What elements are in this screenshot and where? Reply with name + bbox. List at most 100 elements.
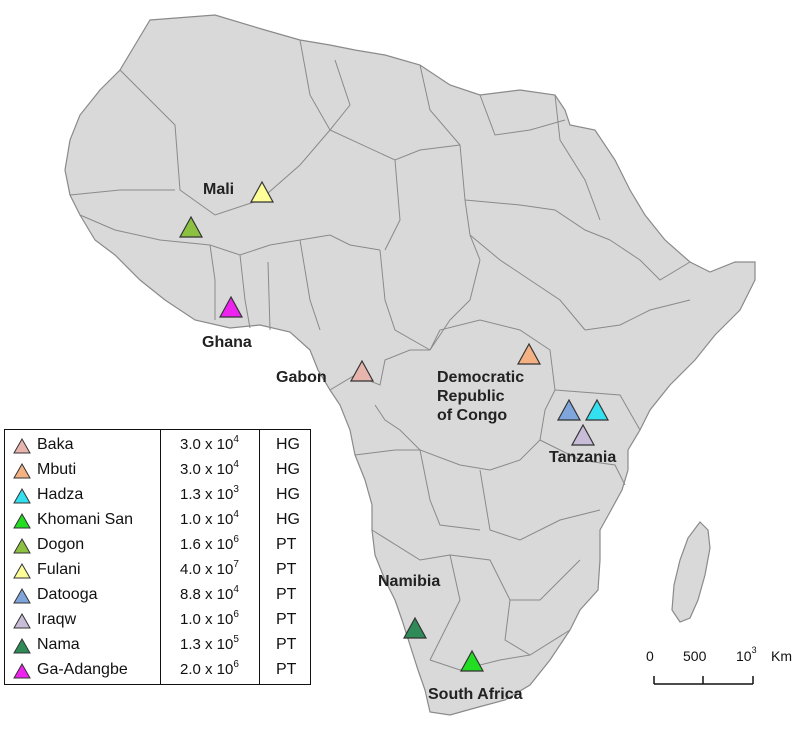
legend-subsistence-class: PT: [276, 636, 297, 653]
legend-subsistence-class: PT: [276, 536, 297, 553]
legend-population-name: Datooga: [37, 586, 98, 603]
legend-size-exponent: 4: [233, 434, 239, 445]
legend-subsistence-class: PT: [276, 561, 297, 578]
legend-triangle-icon: [13, 513, 31, 529]
legend-triangle-icon: [13, 613, 31, 629]
legend-triangle-icon: [13, 488, 31, 504]
legend-subsistence-class: HG: [276, 511, 300, 528]
legend-triangle-icon: [13, 463, 31, 479]
legend-population-name: Hadza: [37, 486, 84, 503]
label-gabon: Gabon: [276, 369, 327, 386]
legend-divider-2: [259, 430, 260, 684]
legend-population-name: Mbuti: [37, 461, 77, 478]
label-namibia: Namibia: [378, 573, 441, 590]
legend-divider-1: [160, 430, 161, 684]
label-south-africa: South Africa: [428, 686, 523, 703]
legend-row: Fulani 4.0 x 107 PT: [5, 559, 310, 583]
legend-population-size: 1.6 x 106: [180, 534, 239, 553]
legend-population-size: 1.0 x 104: [180, 509, 239, 528]
scale-label-0: 0: [646, 648, 654, 664]
legend-row: Nama 1.3 x 105 PT: [5, 634, 310, 658]
label-ghana: Ghana: [202, 334, 252, 351]
marker-baka[interactable]: [349, 359, 375, 382]
scale-label-1000-exp: 3: [751, 645, 757, 655]
legend-size-mantissa: 3.0 x 10: [180, 461, 234, 478]
legend-size-exponent: 6: [233, 609, 239, 620]
legend-row: Hadza 1.3 x 103 HG: [5, 484, 310, 508]
africa-landmass: [64, 14, 756, 716]
scale-label-1000-base: 10: [736, 648, 752, 664]
legend-triangle-icon: [13, 563, 31, 579]
legend-size-mantissa: 4.0 x 10: [180, 561, 234, 578]
legend-size-exponent: 4: [233, 584, 239, 595]
legend-subsistence-class: PT: [276, 611, 297, 628]
legend-population-name: Fulani: [37, 561, 81, 578]
legend-population-name: Khomani San: [37, 511, 134, 528]
legend-size-mantissa: 1.0 x 10: [180, 611, 234, 628]
legend-triangle-icon: [13, 438, 31, 454]
legend-population-name: Nama: [37, 636, 80, 653]
legend-size-mantissa: 2.0 x 10: [180, 661, 234, 678]
marker-hadza[interactable]: [584, 398, 610, 421]
marker-iraqw[interactable]: [570, 423, 596, 446]
legend-size-mantissa: 1.3 x 10: [180, 636, 234, 653]
country-borders: [69, 39, 691, 671]
label-drc-line-1: Democratic: [437, 369, 525, 386]
legend-population-name: Iraqw: [37, 611, 77, 628]
label-tanzania: Tanzania: [549, 449, 617, 466]
label-mali: Mali: [203, 181, 235, 198]
marker-khomani-san[interactable]: [459, 649, 485, 672]
marker-fulani[interactable]: [249, 180, 275, 203]
legend-size-exponent: 7: [233, 559, 239, 570]
marker-dogon[interactable]: [178, 215, 204, 238]
legend-size-exponent: 4: [233, 509, 239, 520]
legend-subsistence-class: HG: [276, 461, 300, 478]
legend-size-mantissa: 1.6 x 10: [180, 536, 234, 553]
legend-size-mantissa: 1.3 x 10: [180, 486, 234, 503]
legend-triangle-icon: [13, 538, 31, 554]
legend-size-exponent: 4: [233, 459, 239, 470]
legend-population-size: 2.0 x 106: [180, 659, 239, 678]
marker-nama[interactable]: [402, 616, 428, 639]
scale-unit: Km: [771, 648, 792, 664]
population-markers: [178, 180, 610, 672]
legend-population-size: 4.0 x 107: [180, 559, 239, 578]
legend-row: Ga-Adangbe 2.0 x 106 PT: [5, 659, 310, 683]
legend-row: Dogon 1.6 x 106 PT: [5, 534, 310, 558]
legend-population-name: Ga-Adangbe: [37, 661, 128, 678]
legend-row: Datooga 8.8 x 104 PT: [5, 584, 310, 608]
legend-size-mantissa: 8.8 x 10: [180, 586, 234, 603]
scale-label-500: 500: [683, 648, 707, 664]
label-drc-line-3: of Congo: [437, 407, 508, 424]
legend-size-exponent: 3: [233, 484, 239, 495]
scale-line: [653, 676, 754, 685]
legend-subsistence-class: HG: [276, 436, 300, 453]
legend-population-size: 8.8 x 104: [180, 584, 239, 603]
legend-size-exponent: 6: [233, 534, 239, 545]
legend-size-mantissa: 3.0 x 10: [180, 436, 234, 453]
legend-subsistence-class: PT: [276, 661, 297, 678]
legend-triangle-icon: [13, 663, 31, 679]
scale-bar: 0 500 103 Km: [640, 645, 800, 693]
legend-subsistence-class: PT: [276, 586, 297, 603]
scale-label-1000: 103: [736, 645, 757, 664]
legend-population-size: 1.3 x 103: [180, 484, 239, 503]
marker-ga-adangbe[interactable]: [218, 295, 244, 318]
legend-population-name: Dogon: [37, 536, 85, 553]
legend-row: Mbuti 3.0 x 104 HG: [5, 459, 310, 483]
legend-row: Iraqw 1.0 x 106 PT: [5, 609, 310, 633]
legend-row: Khomani San 1.0 x 104 HG: [5, 509, 310, 533]
legend-row: Baka 3.0 x 104 HG: [5, 434, 310, 458]
legend-population-size: 1.0 x 106: [180, 609, 239, 628]
legend-population-size: 3.0 x 104: [180, 434, 239, 453]
legend-size-exponent: 6: [233, 659, 239, 670]
legend-size-exponent: 5: [233, 634, 239, 645]
marker-datooga[interactable]: [556, 398, 582, 421]
label-drc: Democratic Republic of Congo: [437, 368, 524, 425]
legend-triangle-icon: [13, 638, 31, 654]
marker-mbuti[interactable]: [516, 342, 542, 365]
legend-size-mantissa: 1.0 x 10: [180, 511, 234, 528]
legend-population-name: Baka: [37, 436, 74, 453]
legend-table: Baka 3.0 x 104 HG Mbuti 3.0 x 104 HG Hadza 1.3 …: [4, 429, 311, 685]
